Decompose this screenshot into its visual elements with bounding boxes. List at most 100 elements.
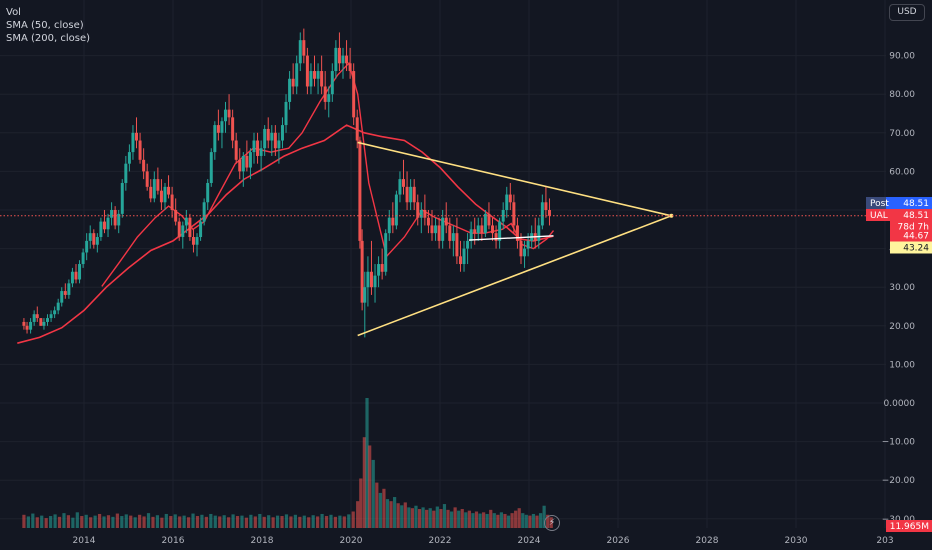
volume-bar [400, 505, 404, 528]
trendline-lower[interactable] [357, 215, 672, 337]
sma50-tag [890, 229, 932, 242]
candle-body [363, 287, 367, 303]
volume-bar [378, 492, 382, 528]
legend-sma-200[interactable]: SMA (200, close) [6, 33, 90, 44]
candle-body [156, 179, 160, 191]
candle-body [220, 121, 224, 133]
volume-bar [351, 511, 355, 528]
trendline-apex-handle[interactable] [669, 213, 674, 218]
volume-bar [414, 505, 418, 528]
candle-body [491, 225, 495, 234]
volume-bar [80, 516, 84, 528]
volume-bar [320, 513, 324, 528]
candle-body [29, 321, 33, 330]
candle-body [106, 217, 110, 230]
candle-body [405, 186, 409, 203]
candle-body [70, 271, 74, 284]
lightning-icon[interactable]: ⚡ [544, 515, 560, 531]
candle-body [451, 233, 455, 241]
volume-bar [365, 398, 369, 528]
candle-body [320, 71, 324, 87]
price-tick-label: 20.00 [889, 322, 915, 332]
candle-body [313, 71, 317, 79]
candle-body [384, 233, 388, 272]
candle-body [337, 47, 341, 64]
candle-body [387, 217, 391, 234]
volume-bar [356, 501, 360, 528]
candle-body [298, 40, 302, 64]
candle-body [512, 202, 516, 226]
candle-body [159, 190, 163, 203]
volume-bar [432, 510, 436, 528]
volume-bar [111, 516, 115, 528]
candle-body [352, 71, 356, 118]
sma-200-line[interactable] [17, 124, 554, 344]
candle-body [334, 47, 338, 72]
candle-body [32, 314, 36, 322]
candle-body [170, 194, 174, 210]
volume-bar [442, 504, 447, 528]
candle-body [508, 194, 512, 203]
candle-body [487, 213, 491, 226]
volume-bar [316, 516, 320, 528]
volume-bar [382, 488, 386, 528]
candle-body [291, 78, 295, 87]
volume-bar [359, 478, 363, 528]
volume-bar [44, 518, 48, 528]
candle-body [92, 233, 96, 245]
volume-bar [200, 514, 204, 528]
legend-sma-50[interactable]: SMA (50, close) [6, 20, 84, 31]
candle-body [526, 240, 530, 249]
candle-body [360, 240, 364, 303]
volume-bar [307, 517, 311, 528]
volume-bar [492, 513, 496, 528]
year-tick-label: 2014 [73, 536, 96, 546]
candle-body [199, 221, 203, 238]
year-tick-label: 2020 [340, 536, 363, 546]
volume-bar [385, 499, 390, 528]
volume-bar [89, 517, 93, 528]
volume-bar [347, 514, 351, 528]
currency-button[interactable]: USD [889, 4, 925, 21]
volume-bar [417, 509, 422, 528]
candle-body [213, 125, 217, 153]
volume-bar [311, 515, 315, 528]
volume-bar [521, 513, 525, 528]
candle-body [127, 152, 131, 164]
volume-bar [428, 508, 432, 528]
candle-body [373, 275, 377, 288]
candle-body [181, 225, 185, 238]
sma50-value: 44.67 [903, 232, 929, 242]
volume-bar [173, 514, 177, 528]
candle-body [480, 225, 484, 234]
candle-body [448, 225, 452, 241]
volume-bar [31, 513, 35, 528]
volume-bar [164, 513, 168, 528]
candle-body [345, 55, 349, 64]
trendline-upper[interactable] [357, 141, 672, 217]
year-tick-label: 2022 [429, 536, 452, 546]
support-line[interactable] [468, 235, 554, 241]
candle-body [74, 271, 78, 280]
candle-body [25, 325, 29, 330]
candle-body [377, 264, 381, 276]
candle-body [216, 125, 220, 133]
volume-bar [106, 515, 111, 528]
candle-body [369, 271, 373, 288]
candle-body [202, 202, 206, 222]
price-tick-label: −10.00 [882, 438, 916, 448]
legend-volume[interactable]: Vol [6, 7, 21, 18]
candle-body [419, 210, 423, 218]
volume-bar [218, 516, 222, 528]
volume-bar [267, 515, 271, 528]
volume-bar [231, 514, 235, 528]
candle-body [341, 55, 345, 64]
candle-body [177, 221, 181, 238]
candle-body [231, 117, 235, 141]
volume-bar [146, 513, 151, 528]
ticker-price-value: 48.51 [903, 211, 929, 221]
year-tick-label: 2030 [785, 536, 808, 546]
volume-bar [204, 516, 208, 528]
candle-body [458, 256, 462, 265]
